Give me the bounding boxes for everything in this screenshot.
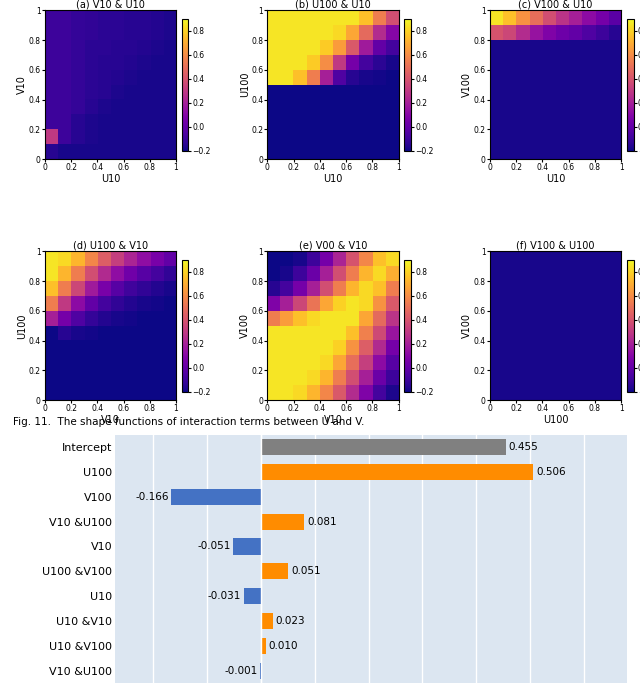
Bar [233,538,260,555]
Text: 0.010: 0.010 [269,641,298,651]
Y-axis label: V100: V100 [462,72,472,97]
Text: 0.023: 0.023 [276,616,305,626]
Title: (f) V100 & U100: (f) V100 & U100 [516,241,595,250]
Bar [260,513,305,530]
Text: 0.081: 0.081 [307,517,337,526]
Text: -0.031: -0.031 [208,591,241,601]
Title: (d) U100 & V10: (d) U100 & V10 [73,241,148,250]
X-axis label: U100: U100 [543,415,568,425]
X-axis label: U10: U10 [546,174,565,184]
X-axis label: U10: U10 [100,174,120,184]
Title: (a) V10 & U10: (a) V10 & U10 [76,0,145,10]
Text: 0.051: 0.051 [291,566,321,576]
Title: (e) V00 & V10: (e) V00 & V10 [299,241,367,250]
Bar [172,489,260,505]
Bar [260,613,273,629]
Text: Fig. 11.  The shape functions of interaction terms between U and V.: Fig. 11. The shape functions of interact… [13,417,364,427]
Text: 0.506: 0.506 [536,467,566,477]
Bar [260,563,288,580]
X-axis label: V10: V10 [324,415,342,425]
Y-axis label: V100: V100 [462,313,472,338]
X-axis label: V10: V10 [101,415,120,425]
Bar [244,588,260,604]
X-axis label: U10: U10 [323,174,342,184]
Text: -0.166: -0.166 [135,492,168,502]
Title: (c) V100 & U10: (c) V100 & U10 [518,0,593,10]
Text: -0.051: -0.051 [197,542,230,551]
Text: -0.001: -0.001 [224,666,257,676]
Y-axis label: U100: U100 [17,313,27,339]
Title: (b) U100 & U10: (b) U100 & U10 [295,0,371,10]
Bar [260,464,533,480]
Bar [260,439,506,455]
Y-axis label: V100: V100 [240,313,250,338]
Text: 0.455: 0.455 [509,442,538,452]
Y-axis label: U100: U100 [240,72,250,97]
Y-axis label: V10: V10 [17,75,27,95]
Bar [260,638,266,654]
